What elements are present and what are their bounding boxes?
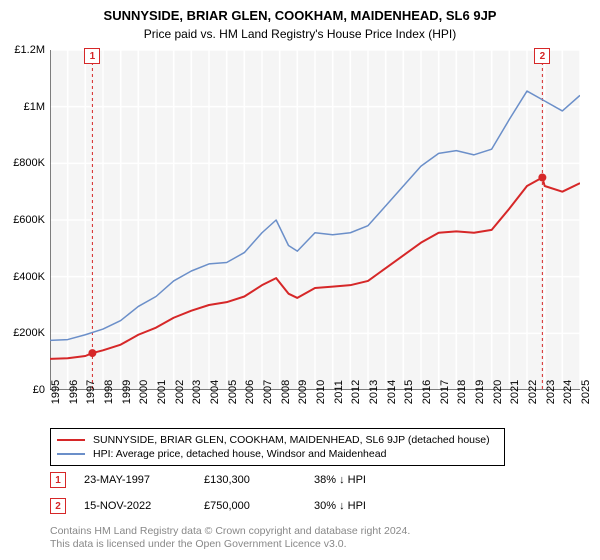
x-tick-label: 1997 (85, 380, 97, 404)
x-tick-label: 2000 (138, 380, 150, 404)
x-tick-label: 2010 (315, 380, 327, 404)
chart-title: SUNNYSIDE, BRIAR GLEN, COOKHAM, MAIDENHE… (0, 0, 600, 23)
x-tick-label: 1999 (121, 380, 133, 404)
x-tick-label: 2002 (174, 380, 186, 404)
x-tick-label: 2001 (156, 380, 168, 404)
x-tick-label: 2008 (280, 380, 292, 404)
transaction-price: £750,000 (204, 500, 314, 512)
chart-subtitle: Price paid vs. HM Land Registry's House … (0, 23, 600, 41)
y-tick-label: £800K (13, 157, 45, 169)
y-tick-label: £1.2M (14, 44, 45, 56)
legend-row: SUNNYSIDE, BRIAR GLEN, COOKHAM, MAIDENHE… (57, 433, 498, 447)
x-tick-label: 2013 (368, 380, 380, 404)
x-tick-label: 2018 (456, 380, 468, 404)
x-tick-label: 2020 (492, 380, 504, 404)
x-tick-label: 2003 (191, 380, 203, 404)
x-tick-label: 2017 (439, 380, 451, 404)
transaction-date: 15-NOV-2022 (84, 500, 204, 512)
chart-marker-box: 2 (534, 48, 550, 64)
chart-marker-box: 1 (84, 48, 100, 64)
x-tick-label: 2005 (227, 380, 239, 404)
transaction-marker-2: 2 (50, 498, 66, 514)
x-tick-label: 2023 (545, 380, 557, 404)
legend-swatch-2 (57, 453, 85, 455)
x-tick-label: 2006 (244, 380, 256, 404)
legend-label-1: SUNNYSIDE, BRIAR GLEN, COOKHAM, MAIDENHE… (93, 434, 490, 446)
x-tick-label: 2007 (262, 380, 274, 404)
x-tick-label: 2004 (209, 380, 221, 404)
transaction-pct: 30% ↓ HPI (314, 500, 414, 512)
x-tick-label: 1995 (50, 380, 62, 404)
x-tick-label: 1996 (68, 380, 80, 404)
transaction-date: 23-MAY-1997 (84, 474, 204, 486)
y-tick-label: £0 (33, 384, 45, 396)
chart-container: SUNNYSIDE, BRIAR GLEN, COOKHAM, MAIDENHE… (0, 0, 600, 560)
x-tick-label: 1998 (103, 380, 115, 404)
transaction-marker-1: 1 (50, 472, 66, 488)
chart-svg (50, 50, 580, 390)
transaction-price: £130,300 (204, 474, 314, 486)
x-tick-label: 2019 (474, 380, 486, 404)
legend-label-2: HPI: Average price, detached house, Wind… (93, 448, 386, 460)
x-tick-label: 2009 (297, 380, 309, 404)
x-tick-label: 2014 (386, 380, 398, 404)
y-tick-label: £200K (13, 327, 45, 339)
x-tick-label: 2022 (527, 380, 539, 404)
x-tick-label: 2012 (350, 380, 362, 404)
transaction-pct: 38% ↓ HPI (314, 474, 414, 486)
x-tick-label: 2011 (333, 380, 345, 404)
chart-area: £0£200K£400K£600K£800K£1M£1.2M1995199619… (50, 50, 580, 390)
x-tick-label: 2024 (562, 380, 574, 404)
transaction-row: 1 23-MAY-1997 £130,300 38% ↓ HPI (50, 472, 414, 488)
footer-attribution: Contains HM Land Registry data © Crown c… (50, 525, 410, 552)
y-tick-label: £600K (13, 214, 45, 226)
x-tick-label: 2015 (403, 380, 415, 404)
legend-swatch-1 (57, 439, 85, 441)
x-tick-label: 2016 (421, 380, 433, 404)
legend-row: HPI: Average price, detached house, Wind… (57, 447, 498, 461)
y-tick-label: £1M (24, 101, 45, 113)
transaction-row: 2 15-NOV-2022 £750,000 30% ↓ HPI (50, 498, 414, 514)
x-tick-label: 2025 (580, 380, 592, 404)
y-tick-label: £400K (13, 271, 45, 283)
legend-box: SUNNYSIDE, BRIAR GLEN, COOKHAM, MAIDENHE… (50, 428, 505, 466)
x-tick-label: 2021 (509, 380, 521, 404)
